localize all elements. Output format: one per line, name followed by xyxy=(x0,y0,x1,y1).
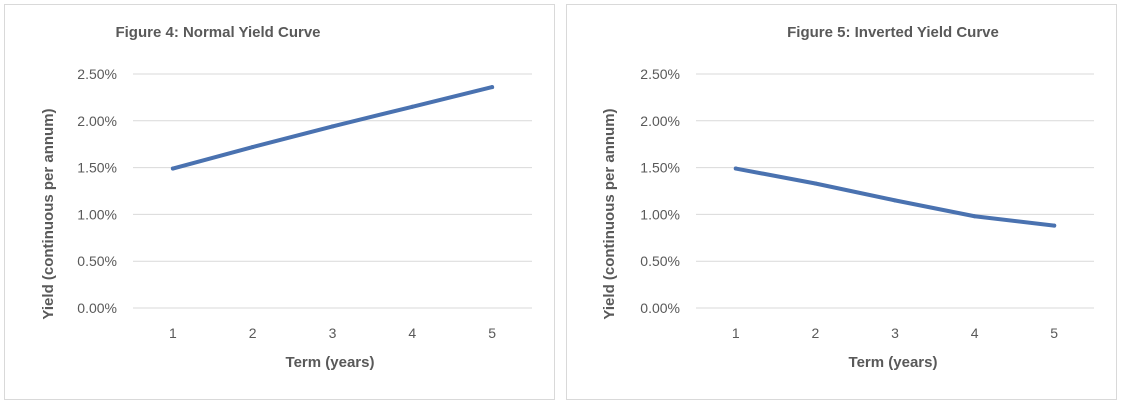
data-point xyxy=(250,145,255,150)
y-tick-label: 2.00% xyxy=(640,113,680,129)
y-tick-label: 0.50% xyxy=(640,253,680,269)
data-point xyxy=(972,214,977,219)
chart-panel-inverted: Figure 5: Inverted Yield Curve Term (yea… xyxy=(566,4,1117,400)
x-tick-label: 4 xyxy=(408,325,416,341)
y-tick-label: 0.00% xyxy=(640,300,680,316)
y-tick-label: 1.50% xyxy=(77,160,117,176)
chart-title: Figure 5: Inverted Yield Curve xyxy=(787,24,999,41)
data-point xyxy=(170,166,175,171)
y-tick-label: 1.00% xyxy=(77,206,117,222)
x-tick-label: 5 xyxy=(488,325,496,341)
x-tick-label: 3 xyxy=(329,325,337,341)
y-tick-label: 2.50% xyxy=(640,66,680,82)
y-axis-title: Yield (continuous per annum) xyxy=(40,108,57,319)
data-point xyxy=(733,166,738,171)
data-point xyxy=(893,198,897,203)
y-tick-label: 0.00% xyxy=(77,300,117,316)
x-tick-label: 1 xyxy=(732,325,740,341)
normal-yield-chart: Figure 4: Normal Yield Curve Term (years… xyxy=(40,24,532,371)
x-axis-title: Term (years) xyxy=(286,354,375,371)
y-tick-label: 1.50% xyxy=(640,160,680,176)
x-tick-label: 3 xyxy=(891,325,899,341)
y-tick-label: 1.00% xyxy=(640,206,680,222)
chart-title: Figure 4: Normal Yield Curve xyxy=(115,24,320,41)
chart-panel-normal: Figure 4: Normal Yield Curve Term (years… xyxy=(4,4,555,400)
data-point xyxy=(330,124,335,129)
y-tick-label: 2.50% xyxy=(77,66,117,82)
series-line xyxy=(733,166,1057,228)
x-axis-title: Term (years) xyxy=(849,354,938,371)
x-tick-label: 2 xyxy=(812,325,820,341)
y-tick-label: 2.00% xyxy=(77,113,117,129)
x-tick-label: 5 xyxy=(1050,325,1058,341)
x-tick-label: 2 xyxy=(249,325,257,341)
y-axis-title: Yield (continuous per annum) xyxy=(601,108,618,319)
y-tick-label: 0.50% xyxy=(77,253,117,269)
x-tick-label: 1 xyxy=(169,325,177,341)
data-point xyxy=(813,181,818,186)
data-point xyxy=(410,104,415,109)
data-point xyxy=(490,85,495,90)
inverted-yield-chart: Figure 5: Inverted Yield Curve Term (yea… xyxy=(601,24,1094,371)
data-point xyxy=(1052,223,1057,228)
x-tick-label: 4 xyxy=(971,325,979,341)
